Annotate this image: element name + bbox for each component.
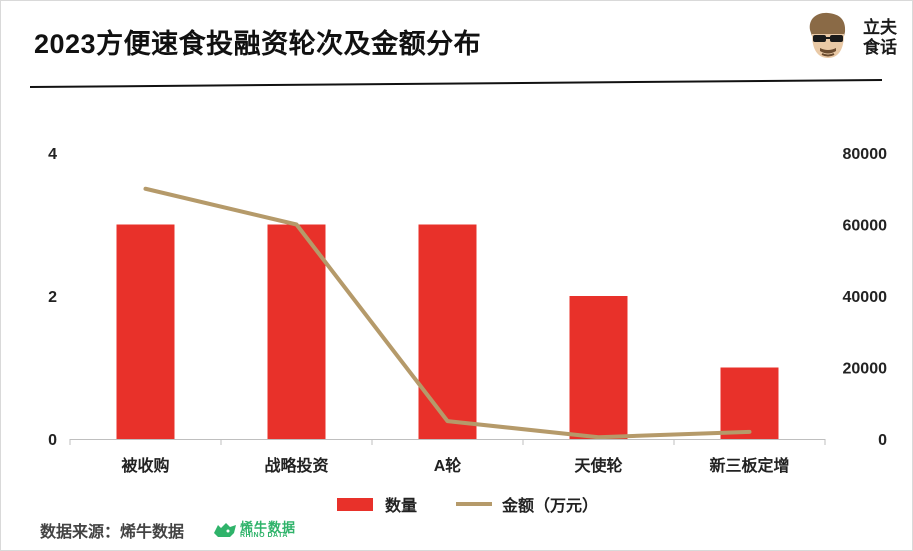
y-right-tick-0: 0 (878, 432, 887, 449)
bar-1 (267, 224, 326, 439)
x-tick-label-2: A轮 (434, 456, 462, 475)
brand-line-1: 立夫 (863, 18, 897, 37)
y-right-tick-2: 40000 (843, 289, 888, 306)
x-tick-label-3: 天使轮 (574, 456, 622, 475)
brand-line-2: 食话 (863, 38, 897, 57)
brand-logo: 立夫 食话 (800, 10, 910, 62)
x-tick-label-1: 战略投资 (264, 456, 328, 475)
brand-name: 立夫 食话 (860, 18, 900, 58)
y-right-tick-3: 60000 (843, 218, 888, 235)
legend-line-label: 金额（万元） (501, 496, 598, 515)
x-tick-label-4: 新三板定增 (709, 456, 789, 475)
rhino-logo-en: RHINO DATA (240, 532, 288, 539)
rhino-data-logo: 烯牛数据 RHINO DATA (212, 517, 302, 543)
y-right-tick-1: 20000 (843, 361, 888, 378)
x-tick-label-0: 被收购 (121, 456, 169, 475)
y-left-tick-2: 4 (48, 146, 57, 163)
bar-3 (569, 296, 628, 439)
legend-bar-label: 数量 (385, 496, 417, 515)
data-source: 数据来源：烯牛数据 (40, 524, 185, 541)
bar-4 (720, 367, 779, 439)
rhino-logo-cn: 烯牛数据 (240, 520, 297, 535)
bar-2 (418, 224, 477, 439)
legend-bar-swatch (337, 498, 373, 511)
cartoon-man-with-sunglasses-icon (809, 12, 846, 58)
rhino-icon (214, 523, 236, 537)
y-left-tick-1: 2 (48, 289, 57, 306)
y-left-tick-0: 0 (48, 432, 57, 449)
bar-0 (116, 224, 175, 439)
chart-title: 2023方便速食投融资轮次及金额分布 (34, 29, 482, 59)
y-right-tick-4: 80000 (843, 146, 888, 163)
